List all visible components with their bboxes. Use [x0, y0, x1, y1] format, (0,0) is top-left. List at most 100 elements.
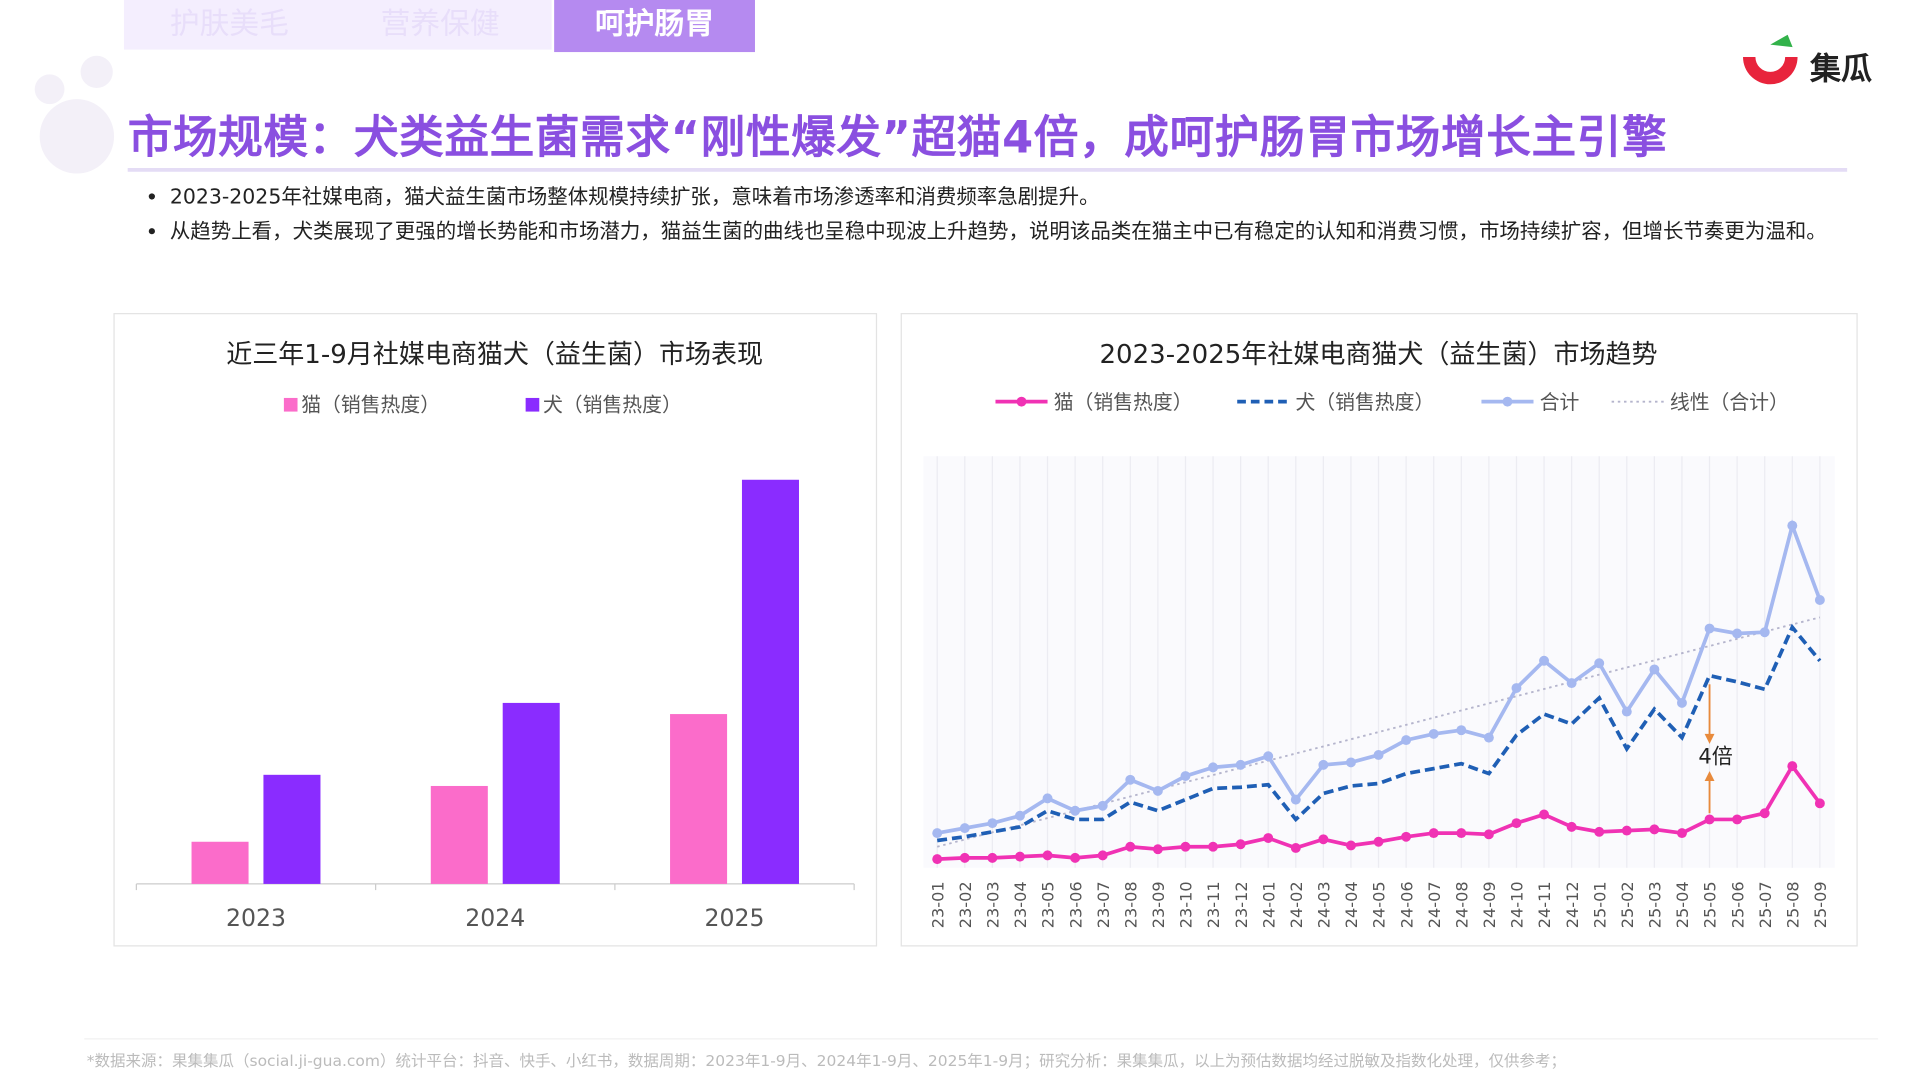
point [1097, 800, 1108, 811]
x-tick-label: 25-07 [1756, 881, 1775, 928]
point [1456, 828, 1467, 839]
tab[interactable]: 营养保健 [380, 6, 500, 41]
point [987, 852, 998, 863]
x-tick-label: 23-10 [1177, 881, 1196, 928]
logo-mark [1743, 57, 1798, 85]
point [1263, 833, 1274, 843]
legend-label: 犬（销售热度） [543, 394, 682, 417]
x-tick-label: 2023 [226, 904, 286, 932]
point [1539, 809, 1550, 820]
point [1015, 851, 1025, 862]
point [1428, 728, 1439, 739]
bar [263, 774, 321, 884]
slide-title: 市场规模：犬类益生菌需求“刚性爆发”超猫4倍，成呵护肠胃市场增长主引擎 [127, 112, 1668, 164]
legend-marker [1502, 396, 1513, 407]
x-tick-label: 24-05 [1370, 881, 1389, 928]
point [932, 828, 943, 839]
logo-text: 集瓜 [1809, 50, 1872, 87]
legend-label: 猫（销售热度） [301, 394, 440, 417]
point [1428, 828, 1439, 839]
point [1208, 841, 1219, 852]
point [1373, 750, 1384, 760]
x-tick-label: 2024 [465, 904, 525, 932]
x-tick-label: 24-04 [1342, 881, 1361, 928]
point [1152, 785, 1163, 796]
x-tick-label: 25-04 [1673, 881, 1692, 928]
x-tick-label: 25-03 [1646, 881, 1665, 928]
point [1263, 751, 1274, 762]
point [1070, 805, 1081, 816]
x-tick-label: 24-06 [1397, 881, 1416, 928]
bar [430, 785, 488, 884]
x-tick-label: 25-01 [1590, 881, 1609, 928]
point [1042, 793, 1053, 804]
point [1208, 762, 1219, 773]
tab-active-bg [554, 0, 755, 53]
tab[interactable]: 护肤美毛 [169, 6, 289, 41]
x-tick-label: 24-03 [1315, 881, 1334, 928]
tab-active[interactable]: 呵护肠胃 [595, 6, 715, 41]
annotation: 4倍 [1698, 744, 1732, 769]
x-tick-label: 23-02 [956, 881, 975, 928]
point [1566, 821, 1577, 832]
point [1097, 850, 1108, 861]
bullet-list: 2023-2025年社媒电商，猫犬益生菌市场整体规模持续扩张，意味着市场渗透率和… [139, 182, 1868, 251]
x-tick-label: 24-02 [1287, 881, 1306, 928]
x-tick-label: 25-09 [1811, 881, 1830, 928]
x-tick-label: 23-12 [1232, 881, 1251, 928]
legend-swatch [283, 397, 298, 412]
point [1235, 839, 1246, 850]
point [1787, 761, 1798, 772]
footnote: *数据来源：果集集瓜（social.ji-gua.com）统计平台：抖音、快手、… [86, 1051, 1566, 1070]
point [1015, 810, 1025, 821]
x-tick-label: 23-01 [928, 881, 947, 928]
x-tick-label: 24-12 [1563, 881, 1582, 928]
paw-deco [80, 55, 113, 89]
tab-bg [123, 0, 552, 50]
point [1566, 678, 1577, 689]
x-tick-label: 25-02 [1618, 881, 1637, 928]
point [1621, 706, 1632, 717]
panel [113, 313, 878, 947]
x-tick-label: 2025 [705, 904, 765, 932]
point [959, 852, 970, 863]
point [1732, 628, 1743, 639]
point [1539, 655, 1550, 666]
x-tick-label: 24-08 [1452, 881, 1471, 928]
point [1759, 808, 1770, 819]
point [1318, 759, 1329, 770]
point [1649, 824, 1660, 835]
point [1401, 831, 1412, 842]
point [1235, 759, 1246, 770]
bar [741, 479, 799, 884]
x-tick-label: 23-11 [1204, 881, 1223, 928]
point [1070, 852, 1081, 863]
x-tick-label: 25-06 [1728, 881, 1747, 928]
bullet: 2023-2025年社媒电商，猫犬益生菌市场整体规模持续扩张，意味着市场渗透率和… [170, 182, 1868, 211]
point [959, 823, 970, 834]
bullet: 从趋势上看，犬类展现了更强的增长势能和市场潜力，猫益生菌的曲线也呈稳中现波上升趋… [170, 217, 1868, 246]
legend-swatch [525, 397, 540, 412]
point [1787, 520, 1798, 531]
point [1346, 840, 1356, 851]
series-line [936, 623, 1822, 843]
point [1290, 842, 1301, 853]
point [1346, 757, 1356, 768]
x-tick-label: 23-03 [984, 881, 1003, 928]
x-tick-label: 23-05 [1039, 881, 1058, 928]
x-tick-label: 23-09 [1149, 881, 1168, 928]
point [1125, 841, 1136, 852]
x-tick-label: 25-08 [1783, 881, 1802, 928]
point [1594, 826, 1605, 837]
point [1621, 825, 1632, 836]
point [1677, 828, 1687, 839]
x-tick-label: 24-11 [1535, 881, 1554, 928]
point [1594, 658, 1605, 669]
x-tick-label: 24-09 [1480, 881, 1499, 928]
chart-title: 2023-2025年社媒电商猫犬（益生菌）市场趋势 [1100, 340, 1658, 370]
point [1814, 798, 1825, 809]
x-tick-label: 24-10 [1508, 881, 1527, 928]
legend-label: 猫（销售热度） [1054, 391, 1193, 414]
point [1125, 774, 1136, 785]
point [1511, 683, 1522, 693]
